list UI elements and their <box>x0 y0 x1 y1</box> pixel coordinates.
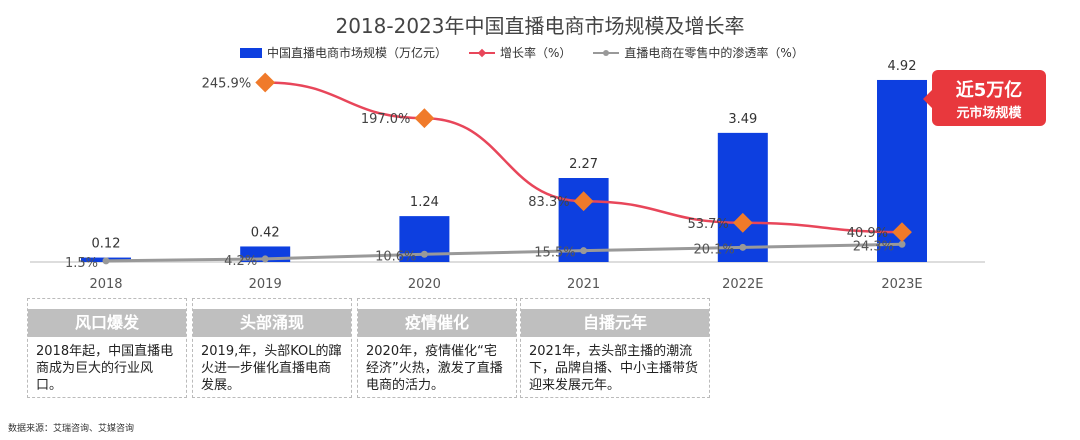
x-tick-label: 2023E <box>881 277 922 292</box>
growth-point <box>255 72 276 93</box>
x-tick-label: 2018 <box>89 277 122 292</box>
x-tick-label: 2019 <box>249 277 282 292</box>
penetration-label: 24.3% <box>853 239 894 254</box>
penetration-label: 20.1% <box>693 242 734 257</box>
x-tick-label: 2020 <box>408 277 441 292</box>
callout-line1: 近5万亿 <box>955 80 1023 101</box>
chart-plot: 0.12 2018 0.42 2019 1.24 2020 2.27 2021 3.49 2022… <box>30 59 985 292</box>
legend: 中国直播电商市场规模（万亿元） 增长率（%） 直播电商在零售中的渗透率（%） <box>240 44 804 61</box>
legend-bar: 中国直播电商市场规模（万亿元） <box>240 44 447 61</box>
timeline-card: 自播元年 2021年，去头部主播的潮流下，品牌自播、中小主播带货迎来发展元年。 <box>520 298 710 398</box>
penetration-point <box>580 247 588 255</box>
penetration-label: 4.2% <box>224 254 257 269</box>
bar-label: 2.27 <box>569 157 598 172</box>
penetration-point <box>739 243 747 251</box>
growth-point <box>414 108 435 129</box>
penetration-label: 15.5% <box>534 246 575 261</box>
bar <box>717 132 768 262</box>
bar-label: 1.24 <box>410 195 439 210</box>
growth-label: 53.7% <box>687 217 728 232</box>
timeline-heading: 头部涌现 <box>193 309 351 337</box>
timeline-card: 疫情催化 2020年，疫情催化“宅经济”火热，激发了直播电商的活力。 <box>357 298 517 398</box>
penetration-label: 10.6% <box>375 249 416 264</box>
penetration-point <box>261 255 269 263</box>
timeline-text: 2020年，疫情催化“宅经济”火热，激发了直播电商的活力。 <box>366 344 503 393</box>
legend-bar-label: 中国直播电商市场规模（万亿元） <box>267 46 448 60</box>
growth-label: 245.9% <box>202 76 252 91</box>
bar-label: 0.42 <box>251 225 280 240</box>
callout-line2: 元市场规模 <box>956 106 1022 121</box>
x-tick-label: 2021 <box>567 277 600 292</box>
timeline-card: 风口爆发 2018年起，中国直播电商成为巨大的行业风口。 <box>27 298 187 398</box>
timeline-heading: 自播元年 <box>521 309 709 337</box>
bar-label: 0.12 <box>92 237 121 252</box>
penetration-point <box>420 250 428 258</box>
timeline-text: 2019,年，头部KOL的蹿火进一步催化直播电商发展。 <box>201 344 342 393</box>
timeline-text: 2018年起，中国直播电商成为巨大的行业风口。 <box>36 344 174 393</box>
legend-growth: 增长率（%） <box>469 44 571 61</box>
timeline-heading: 疫情催化 <box>358 309 516 337</box>
x-tick-label: 2022E <box>722 277 763 292</box>
legend-growth-label: 增长率（%） <box>500 46 572 60</box>
source-note: 数据来源：艾瑞咨询、艾媒咨询 <box>8 424 135 434</box>
bar-label: 4.92 <box>888 59 917 74</box>
timeline-text: 2021年，去头部主播的潮流下，品牌自播、中小主播带货迎来发展元年。 <box>529 344 699 393</box>
growth-label: 197.0% <box>361 112 411 127</box>
timeline-card: 头部涌现 2019,年，头部KOL的蹿火进一步催化直播电商发展。 <box>192 298 352 398</box>
bar-label: 3.49 <box>728 112 757 127</box>
penetration-line <box>105 242 903 263</box>
growth-label: 83.3% <box>528 195 569 210</box>
penetration-point <box>898 240 906 248</box>
callout-badge: 近5万亿元市场规模 <box>923 70 1046 126</box>
chart-title: 2018-2023年中国直播电商市场规模及增长率 <box>335 14 745 38</box>
legend-penetration: 直播电商在零售中的渗透率（%） <box>593 44 804 61</box>
penetration-point <box>102 257 110 265</box>
legend-penetration-label: 直播电商在零售中的渗透率（%） <box>624 46 804 60</box>
timeline-heading: 风口爆发 <box>28 309 186 337</box>
growth-label: 40.9% <box>847 226 888 241</box>
penetration-label: 1.5% <box>65 256 98 271</box>
